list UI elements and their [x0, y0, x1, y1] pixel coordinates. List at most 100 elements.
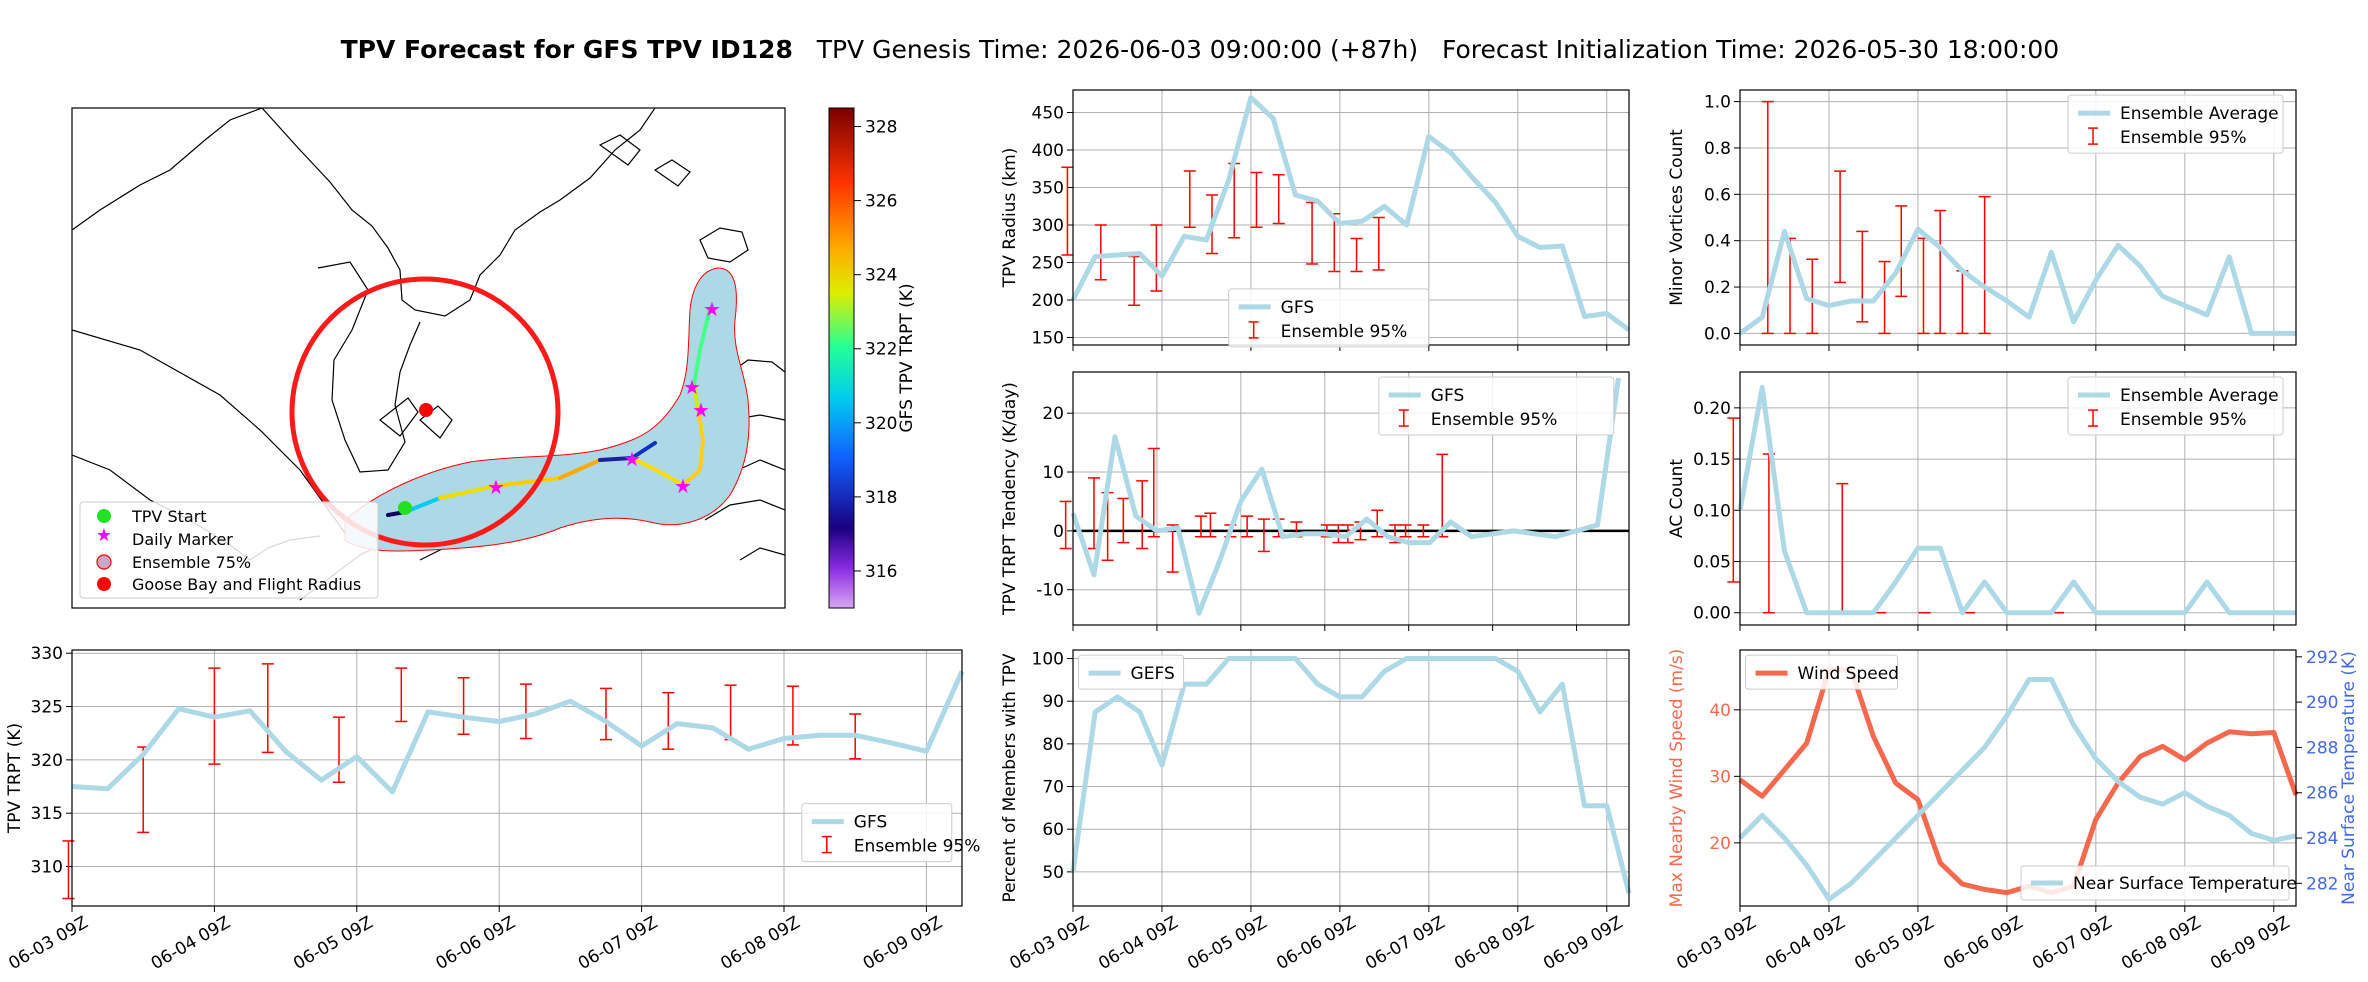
y-tick-label: 60	[1042, 820, 1064, 840]
legend-label: Ensemble 95%	[2120, 128, 2247, 148]
y2-tick-label: 282	[2306, 874, 2338, 894]
goose-bay-dot	[419, 403, 433, 417]
map-legend-goose: Goose Bay and Flight Radius	[132, 575, 361, 594]
x-tick-label: 06-07 09Z	[2029, 913, 2115, 974]
x-tick-label: 06-04 09Z	[1095, 913, 1181, 974]
errorbar	[1399, 524, 1412, 538]
colorbar: 316 318 320 322 324 326 328 GFS TPV TRPT (K)	[828, 107, 917, 609]
errorbar	[662, 691, 675, 750]
legend-box	[1378, 376, 1615, 436]
legend-label: Ensemble 95%	[2120, 410, 2247, 430]
svg-text:★: ★	[703, 297, 721, 321]
x-tick-label: 06-06 09Z	[433, 913, 519, 974]
errorbar	[1878, 260, 1891, 335]
svg-text:★: ★	[692, 398, 710, 422]
colorbar-tick-label: 316	[865, 562, 897, 582]
y-tick-label: 0.05	[1693, 552, 1731, 572]
y-tick-label: 450	[1032, 104, 1064, 124]
chart-wind: 06-03 09Z 06-04 09Z 06-05 09Z 06-06 09Z 06-0…	[1667, 648, 2359, 974]
y2-tick-label: 284	[2306, 829, 2338, 849]
legend: GFS Ensemble 95%	[801, 803, 980, 863]
title-genesis: TPV Genesis Time: 2026-06-03 09:00:00 (+…	[816, 35, 1419, 64]
x-tick-label: 06-08 09Z	[2118, 913, 2204, 974]
colorbar-tick-label: 328	[865, 118, 897, 138]
errorbar	[786, 685, 799, 746]
y-axis-label: TPV TRPT Tendency (K/day)	[1000, 382, 1020, 616]
plot-frame	[71, 649, 963, 907]
y-tick-label: 0.8	[1704, 139, 1731, 159]
y-tick-label: 320	[31, 751, 63, 771]
plot-area	[72, 650, 962, 906]
errorbar	[333, 716, 345, 784]
y-axis-label: TPV Radius (km)	[1000, 148, 1020, 289]
colorbar-tick-label: 320	[865, 414, 897, 434]
plot-frame	[1072, 649, 1630, 907]
legend-label: Near Surface Temperature	[2073, 874, 2297, 894]
plot-area	[1740, 650, 2296, 906]
y-tick-label: 70	[1042, 778, 1064, 798]
errorbar	[1241, 515, 1254, 538]
svg-text:★: ★	[96, 525, 112, 546]
errorbar	[1272, 174, 1285, 225]
series-line	[1070, 656, 1632, 894]
colorbar-tick-label: 322	[865, 340, 897, 360]
y2-tick-label: 290	[2306, 693, 2338, 713]
y-tick-label: 325	[31, 698, 63, 718]
legend-label: GEFS	[1131, 664, 1175, 684]
daily-markers: ★ ★ ★ ★ ★ ★	[487, 297, 721, 499]
colorbar-tick-label: 326	[865, 192, 897, 212]
legend-box	[1745, 654, 1899, 690]
legend-box	[2020, 865, 2290, 901]
plot-frame	[1739, 649, 2297, 907]
errorbar	[1136, 480, 1149, 550]
y-tick-label: -10	[1036, 581, 1064, 601]
y-tick-label: 0.4	[1704, 232, 1731, 252]
title-main: TPV Forecast for GFS TPV ID128	[340, 35, 793, 64]
x-tick-label: 06-09 09Z	[860, 913, 946, 974]
y-tick-label: 50	[1042, 863, 1064, 883]
errorbar	[1117, 497, 1130, 544]
x-tick-label: 06-08 09Z	[1451, 913, 1537, 974]
y-axis-label: Percent of Members with TPV	[1000, 653, 1020, 902]
y-tick-label: 300	[1032, 216, 1064, 236]
legend-box	[2067, 94, 2284, 154]
legend-box	[1078, 654, 1185, 690]
legend-label: Ensemble Average	[2120, 386, 2279, 406]
y-tick-label: 250	[1032, 254, 1064, 274]
errorbar	[1147, 447, 1160, 538]
errorbar	[1094, 224, 1107, 281]
y-axis-label: TPV TRPT (K)	[5, 723, 25, 834]
svg-text:★: ★	[683, 375, 701, 399]
chart-pct: 06-03 09Z 06-04 09Z 06-05 09Z 06-06 09Z 06-0…	[1000, 649, 1632, 974]
x-tick-label: 06-08 09Z	[717, 913, 803, 974]
y-tick-label: 90	[1042, 692, 1064, 712]
series-line	[1738, 677, 2297, 902]
x-tick-label: 06-06 09Z	[1273, 913, 1359, 974]
errorbar	[261, 663, 274, 754]
legend-box	[801, 803, 953, 863]
plot-frame	[1739, 89, 2297, 346]
y-axis-label: Minor Vortices Count	[1667, 129, 1687, 306]
x-tick-label: 06-09 09Z	[2207, 913, 2293, 974]
errorbar	[1934, 209, 1947, 335]
y-tick-label: 40	[1709, 701, 1731, 721]
x-tick-label: 06-04 09Z	[1762, 913, 1848, 974]
chart-trpt: 06-03 09Z 06-04 09Z 06-05 09Z 06-06 09Z 06-0…	[5, 644, 980, 974]
errorbar	[1204, 512, 1217, 538]
legend: Ensemble Average Ensemble 95%	[2067, 376, 2284, 436]
errorbar	[1059, 500, 1072, 550]
series-line	[1738, 226, 2296, 336]
legend-box	[1228, 288, 1430, 348]
y-tick-label: 0.10	[1693, 501, 1731, 521]
colorbar-tick-label: 318	[865, 488, 897, 508]
tpv-start-dot	[398, 501, 412, 515]
errorbar	[1257, 518, 1270, 553]
plot-frame	[1739, 371, 2297, 626]
legend-label: Wind Speed	[1798, 664, 1899, 684]
y-tick-label: 400	[1032, 141, 1064, 161]
series-line	[1070, 377, 1621, 616]
x-tick-label: 06-07 09Z	[575, 913, 661, 974]
y-tick-label: 350	[1032, 179, 1064, 199]
